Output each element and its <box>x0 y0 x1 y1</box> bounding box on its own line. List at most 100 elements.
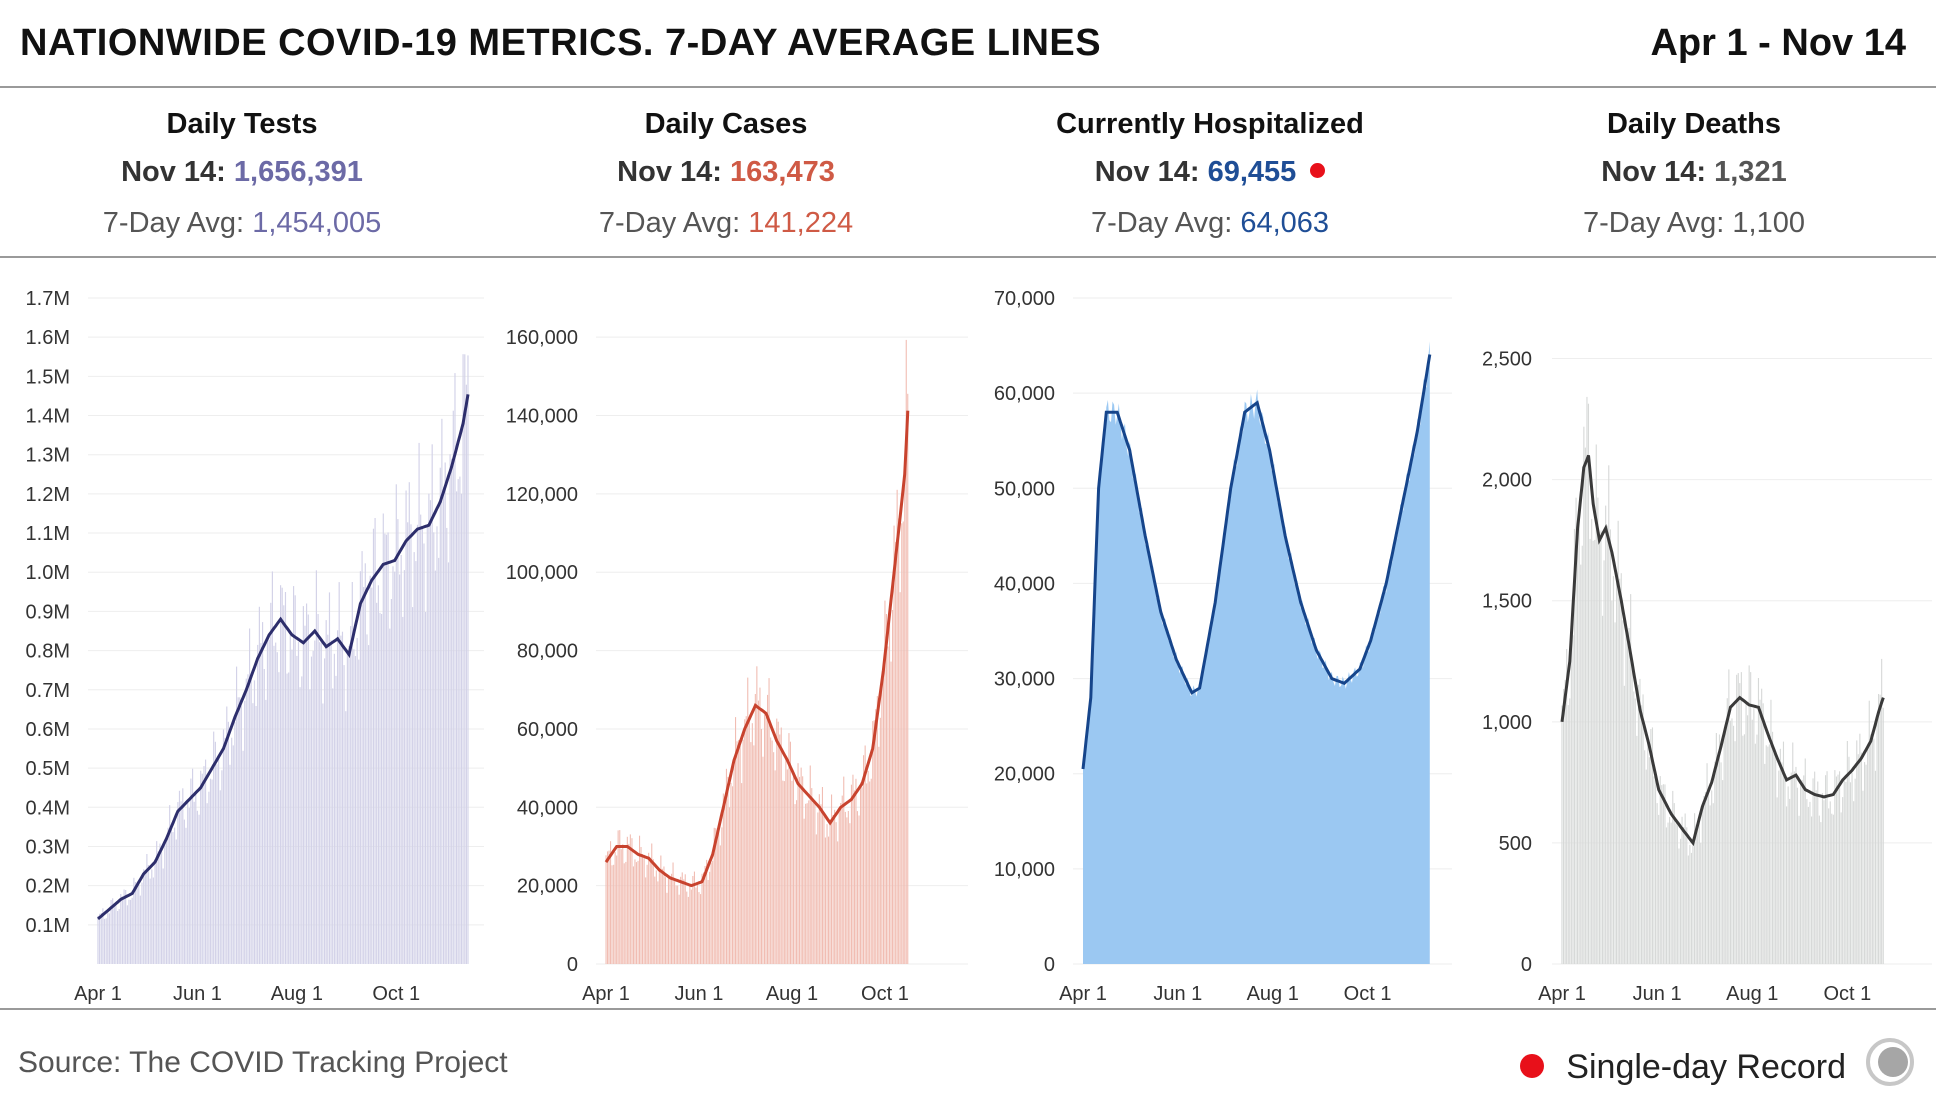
metric-date-label: Nov 14: <box>1094 156 1200 188</box>
metric-latest-value: 163,473 <box>730 156 835 188</box>
bar <box>1859 733 1861 964</box>
bar <box>881 685 883 964</box>
bar <box>416 524 419 964</box>
y-tick-label: 1.5M <box>26 366 70 388</box>
bar <box>757 700 759 964</box>
bar <box>722 793 724 964</box>
x-tick-label: Jun 1 <box>1153 983 1202 1005</box>
bar <box>348 646 350 964</box>
bar <box>658 870 660 964</box>
bar <box>741 783 743 964</box>
bar <box>1651 727 1654 964</box>
bar <box>1631 668 1633 964</box>
bar <box>434 570 436 964</box>
bar <box>788 733 790 964</box>
bar <box>275 642 277 964</box>
y-tick-label: 500 <box>1499 833 1532 855</box>
bar <box>767 694 769 964</box>
bar <box>846 817 848 964</box>
record-indicator-icon <box>1310 162 1326 178</box>
bar <box>657 881 659 964</box>
bar <box>751 723 753 964</box>
bar <box>236 666 238 964</box>
bar <box>878 746 880 964</box>
bar <box>407 522 409 964</box>
bar <box>1587 403 1590 964</box>
bar <box>239 697 241 964</box>
bar <box>156 841 158 964</box>
bar <box>882 678 884 964</box>
bar <box>1801 779 1803 964</box>
bar <box>164 844 166 964</box>
bar <box>738 740 740 964</box>
bar <box>824 837 826 964</box>
bar <box>893 525 895 964</box>
metric-latest: Nov 14: 1,321 <box>1452 156 1936 189</box>
bar <box>1620 573 1622 964</box>
x-tick-label: Oct 1 <box>1344 983 1392 1005</box>
bar <box>206 803 208 964</box>
bar <box>1846 741 1848 964</box>
y-tick-label: 2,000 <box>1482 470 1532 492</box>
bar <box>625 861 627 964</box>
bar <box>1708 791 1710 964</box>
x-tick-label: Jun 1 <box>173 983 222 1005</box>
bar <box>1687 855 1689 964</box>
x-tick-label: Apr 1 <box>1059 983 1107 1005</box>
bar <box>632 866 634 964</box>
bar <box>211 779 213 964</box>
bar <box>151 869 153 964</box>
y-tick-label: 0.6M <box>26 719 70 741</box>
bar <box>631 838 633 964</box>
bar <box>141 882 143 964</box>
bar <box>1722 780 1724 964</box>
y-tick-label: 1.1M <box>26 523 70 545</box>
bar <box>1717 752 1719 964</box>
bar <box>1826 771 1828 964</box>
bar <box>1709 805 1711 964</box>
y-tick-label: 0.4M <box>26 797 70 819</box>
bar <box>1796 787 1799 964</box>
bar <box>635 862 637 964</box>
bar <box>1853 801 1855 964</box>
bar <box>710 862 712 964</box>
bar <box>354 656 357 964</box>
bar <box>400 555 402 964</box>
bar <box>727 776 729 964</box>
bar <box>1865 764 1867 964</box>
bar <box>385 534 388 964</box>
bar <box>446 527 448 964</box>
bar <box>622 844 624 964</box>
bar <box>134 882 137 964</box>
bar <box>850 784 852 964</box>
x-tick-label: Aug 1 <box>271 983 323 1005</box>
bar <box>849 823 851 964</box>
bar <box>1849 782 1852 964</box>
bar <box>162 868 164 964</box>
bar <box>208 791 210 964</box>
bar <box>1764 763 1766 964</box>
bar <box>683 879 685 964</box>
bar <box>712 860 714 964</box>
chart-daily-tests: 0.1M 0.2M 0.3M 0.4M 0.5M 0.6M 0.7M 0.8M 0.9M 1.0M… <box>26 288 484 1005</box>
logo-icon <box>1866 1038 1914 1086</box>
bar <box>901 523 903 964</box>
bar <box>413 552 415 964</box>
bar <box>803 818 805 964</box>
bar <box>1634 698 1636 964</box>
bar <box>1757 678 1760 964</box>
bar <box>350 626 352 964</box>
x-tick-label: Apr 1 <box>1538 983 1586 1005</box>
y-tick-label: 70,000 <box>994 288 1055 310</box>
bar <box>214 741 216 964</box>
metric-latest: Nov 14: 69,455 <box>968 156 1452 189</box>
bar <box>1617 520 1619 964</box>
bar <box>144 870 146 964</box>
bar <box>1711 790 1713 964</box>
bar <box>363 587 365 964</box>
metrics-summary: Daily Tests Nov 14: 1,656,391 7-Day Avg:… <box>0 88 1936 258</box>
bar <box>756 666 758 964</box>
bar <box>1633 691 1635 964</box>
bar <box>1723 731 1725 964</box>
metric-avg-label: 7-Day Avg: <box>598 207 741 239</box>
